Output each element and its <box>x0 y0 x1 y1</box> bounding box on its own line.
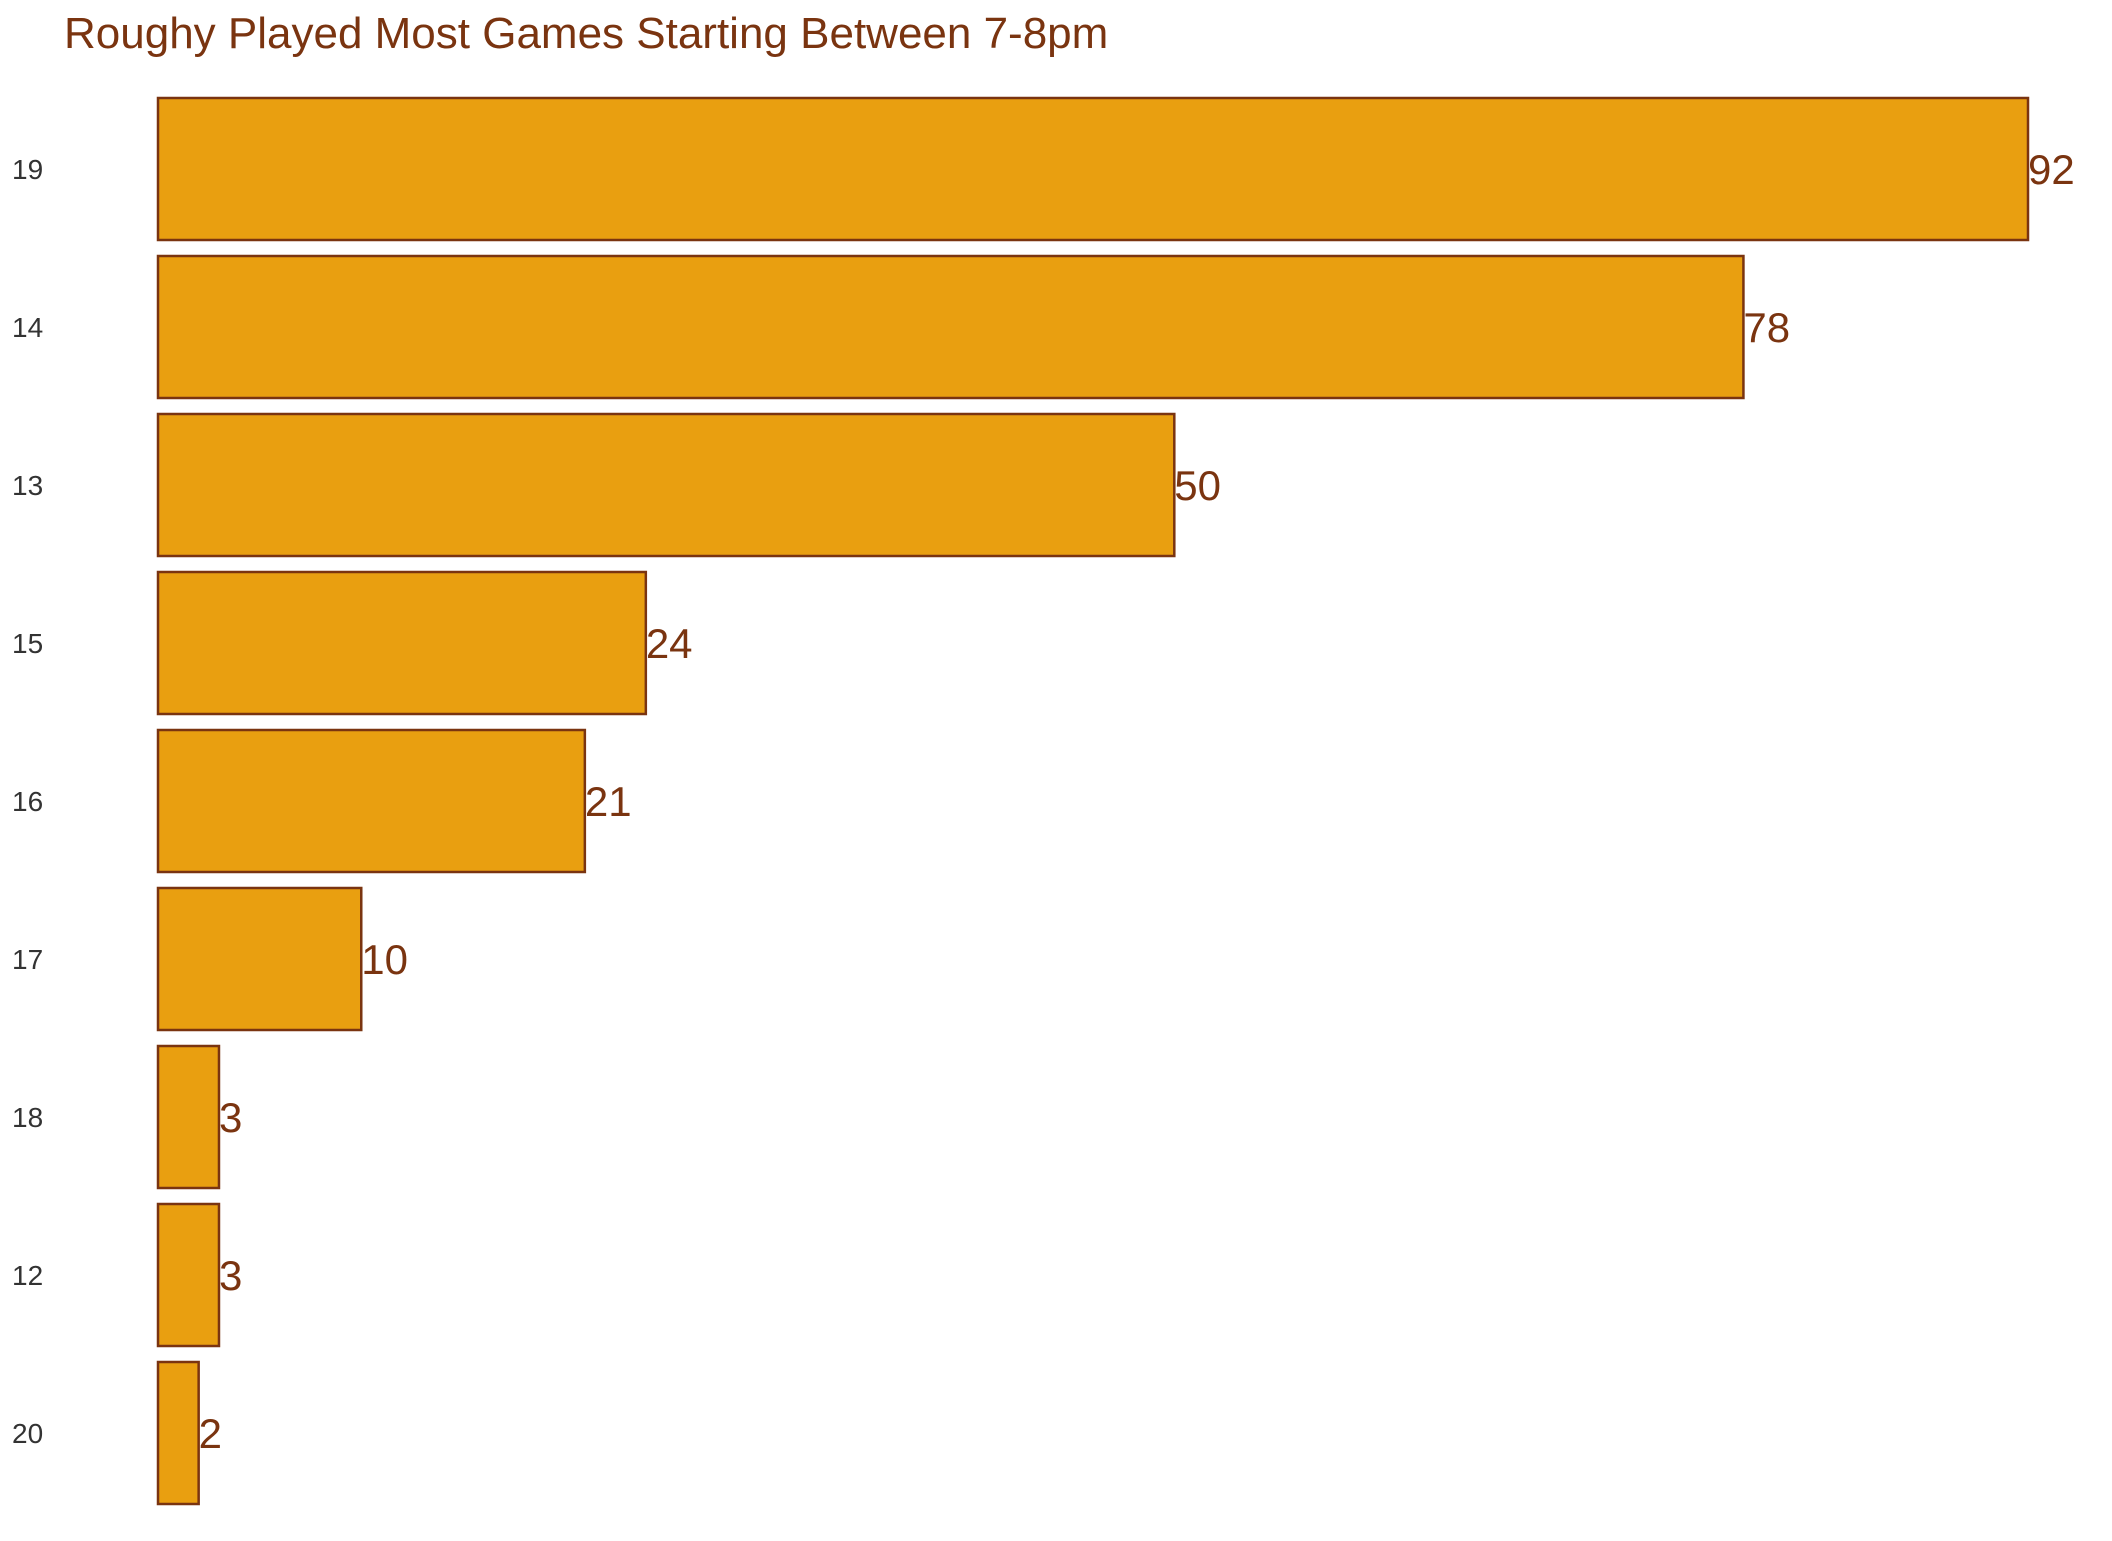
data-label-16: 21 <box>585 778 632 825</box>
bar-15 <box>156 570 648 716</box>
data-label-15: 24 <box>646 620 693 667</box>
data-labels: 92 78 50 24 21 10 3 3 2 <box>199 146 2075 1457</box>
bar-17 <box>156 886 363 1032</box>
data-label-17: 10 <box>361 936 408 983</box>
y-tick-label-16: 16 <box>12 786 43 817</box>
y-tick-labels: 19 14 13 15 16 17 18 12 20 <box>12 154 43 1449</box>
y-tick-label-17: 17 <box>12 944 43 975</box>
y-tick-label-20: 20 <box>12 1418 43 1449</box>
bar-14 <box>156 254 1745 400</box>
y-tick-label-19: 19 <box>12 154 43 185</box>
bar-18 <box>156 1044 221 1190</box>
bar-19 <box>156 96 2030 242</box>
data-label-19: 92 <box>2028 146 2075 193</box>
data-label-14: 78 <box>1743 304 1790 351</box>
y-tick-label-12: 12 <box>12 1260 43 1291</box>
data-label-18: 3 <box>219 1094 242 1141</box>
y-tick-label-18: 18 <box>12 1102 43 1133</box>
data-label-20: 2 <box>199 1410 222 1457</box>
y-tick-label-15: 15 <box>12 628 43 659</box>
bar-20 <box>156 1360 200 1506</box>
data-label-13: 50 <box>1174 462 1221 509</box>
bar-12 <box>156 1202 221 1348</box>
y-tick-label-14: 14 <box>12 312 43 343</box>
bar-16 <box>156 728 587 874</box>
chart-title: Roughy Played Most Games Starting Betwee… <box>64 9 1108 58</box>
data-label-12: 3 <box>219 1252 242 1299</box>
y-tick-label-13: 13 <box>12 470 43 501</box>
bars-layer <box>156 96 2030 1506</box>
bar-13 <box>156 412 1176 558</box>
